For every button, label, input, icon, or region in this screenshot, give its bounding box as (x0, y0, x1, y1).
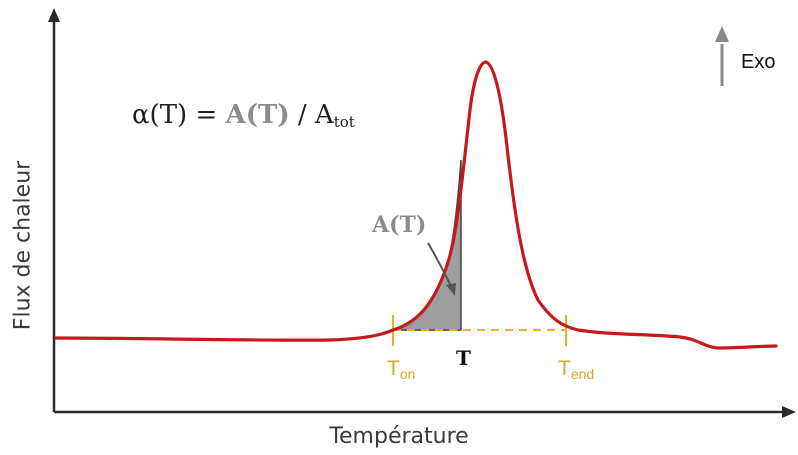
t-end-subscript: end (570, 366, 595, 382)
exo-arrow-head (715, 26, 729, 42)
exo-label: Exo (741, 51, 776, 73)
t-on-label: Ton (387, 357, 415, 382)
t-on-main: T (387, 357, 400, 380)
formula: α(T) = A(T) / Atot (132, 100, 355, 131)
t-on-subscript: on (399, 366, 416, 382)
area-label: A(T) (372, 212, 427, 238)
x-axis-arrowhead (782, 406, 796, 418)
formula-area: A(T) (225, 100, 290, 130)
x-axis-label: Température (329, 424, 469, 449)
dsc-curve (54, 60, 778, 350)
t-end-main: T (558, 357, 571, 380)
formula-lhs: α(T) = (132, 100, 226, 130)
y-axis-label: Flux de chaleur (10, 160, 36, 331)
temperature-marker-label: T (456, 346, 471, 370)
y-axis-arrowhead (48, 8, 60, 22)
formula-total-subscript: tot (333, 113, 355, 131)
t-end-label: Tend (558, 357, 594, 382)
formula-separator: / A (289, 100, 334, 130)
area-pointer-arrowhead (446, 283, 456, 296)
